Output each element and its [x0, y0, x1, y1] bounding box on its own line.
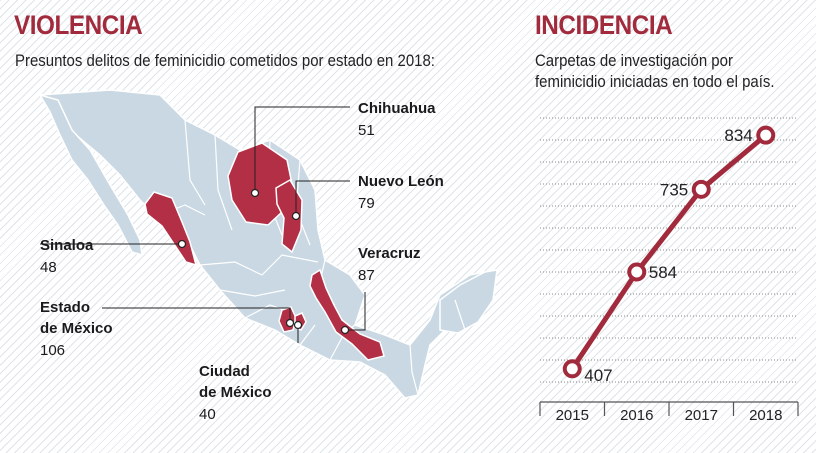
data-label-2015: 407: [584, 366, 612, 385]
chart-axis: 2015 2016 2017 2018: [539, 401, 799, 424]
chart-subtitle-line-1: Carpetas de investigación por: [535, 51, 733, 70]
label-edomex-value: 106: [40, 342, 65, 359]
state-labels: Chihuahua 51 Nuevo León 79 Sinaloa 48 Ve…: [40, 100, 444, 423]
baja-california: [38, 93, 143, 257]
chart-title: INCIDENCIA: [535, 10, 673, 40]
data-point-2016: [627, 262, 647, 282]
label-cdmx-name-2: de México: [199, 384, 272, 401]
label-edomex-name-2: de México: [40, 320, 113, 337]
label-chihuahua-name: Chihuahua: [358, 100, 436, 117]
label-sinaloa-value: 48: [40, 259, 57, 276]
chart-series: 407 584 735 834: [562, 125, 776, 385]
data-label-2018: 834: [724, 126, 752, 145]
data-point-2015: [562, 359, 582, 379]
marker-sinaloa: [177, 239, 187, 249]
leader-veracruz: [345, 292, 366, 331]
leader-chihuahua: [254, 106, 350, 193]
label-nuevo-leon-name: Nuevo León: [358, 173, 444, 190]
label-nuevo-leon: Nuevo León 79: [358, 173, 444, 212]
label-nuevo-leon-value: 79: [358, 195, 375, 212]
series-line: [569, 132, 769, 372]
map-title: VIOLENCIA: [14, 10, 143, 40]
label-veracruz-name: Veracruz: [358, 245, 421, 262]
label-sinaloa-name: Sinaloa: [40, 237, 94, 254]
leader-nuevo-leon: [295, 180, 350, 216]
label-veracruz: Veracruz 87: [358, 245, 421, 284]
label-edomex: Estado de México 106: [40, 299, 113, 359]
data-point-2018: [756, 125, 776, 145]
x-tick-label-2018: 2018: [749, 407, 782, 424]
label-chihuahua: Chihuahua 51: [358, 100, 436, 139]
chart-grid: [540, 117, 798, 383]
label-cdmx: Ciudad de México 40: [199, 363, 272, 423]
chart-subtitle: Carpetas de investigación por feminicidi…: [535, 50, 775, 92]
x-tick-label-2017: 2017: [685, 407, 718, 424]
marker-nuevo-leon: [291, 211, 301, 221]
marker-edomex: [285, 318, 295, 328]
marker-veracruz: [340, 325, 350, 335]
data-label-2017: 735: [660, 180, 688, 199]
label-cdmx-value: 40: [199, 406, 216, 423]
state-veracruz: [309, 268, 385, 361]
marker-cdmx: [293, 320, 303, 330]
state-chihuahua: [227, 142, 293, 226]
map-subtitle: Presuntos delitos de feminicidio cometid…: [15, 51, 435, 70]
marker-dots: [177, 188, 350, 335]
label-chihuahua-value: 51: [358, 122, 375, 139]
label-cdmx-name-1: Ciudad: [199, 363, 250, 380]
data-label-2016: 584: [649, 263, 677, 282]
leader-lines: [40, 106, 366, 343]
data-point-2017: [691, 179, 711, 199]
chart-subtitle-line-2: feminicidio iniciadas en todo el país.: [535, 72, 775, 91]
leader-edomex: [102, 307, 291, 323]
marker-chihuahua: [250, 188, 260, 198]
label-sinaloa: Sinaloa 48: [40, 237, 94, 276]
label-edomex-name-1: Estado: [40, 299, 90, 316]
label-veracruz-value: 87: [358, 267, 375, 284]
x-tick-label-2016: 2016: [620, 407, 653, 424]
x-tick-label-2015: 2015: [556, 407, 589, 424]
yucatan-peninsula: [439, 269, 498, 334]
